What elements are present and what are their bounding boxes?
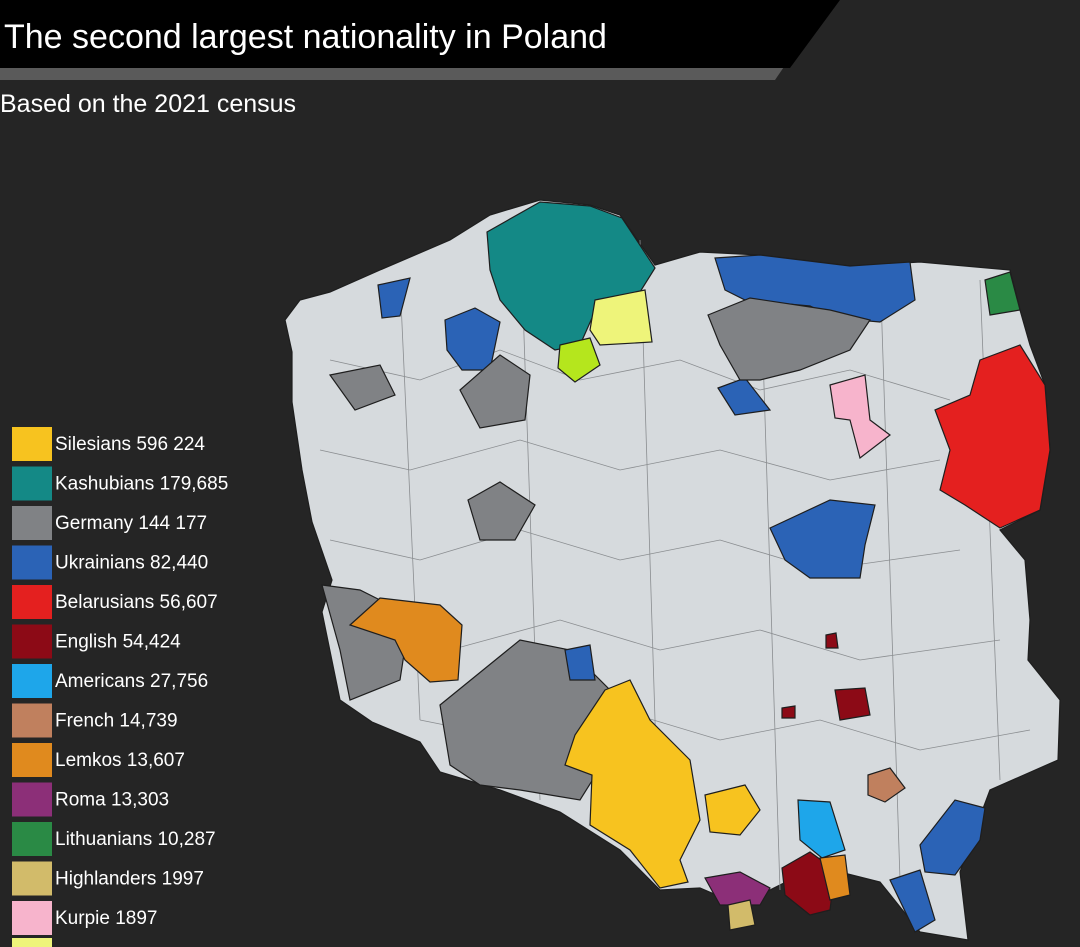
legend-label: Lithuanians 10,287 [55,829,216,850]
legend-label: Belarusians 56,607 [55,592,218,613]
legend-swatch [12,703,52,738]
legend-label: Ukrainians 82,440 [55,553,208,574]
region-ger-n [459,354,531,429]
subtitle: Based on the 2021 census [0,90,296,118]
legend-swatch-partial [12,938,52,947]
region-lithuanians [984,271,1021,316]
region-ukr-s [564,644,596,681]
region-ger-nw [328,364,396,411]
region-silesians-e [704,784,761,836]
region-ukr-north [714,254,916,323]
legend-label: Lemkos 13,607 [55,750,185,771]
legend-label: French 14,739 [55,711,178,732]
region-french [867,767,906,803]
region-ukr-west [377,277,411,319]
region-ger-ne [707,297,871,381]
region-lemkos-west [348,597,463,683]
region-ukr-se2 [889,869,936,933]
legend-label: Silesians 596 224 [55,434,205,455]
region-americans [797,799,846,859]
title-banner [0,0,840,68]
legend-swatch [12,545,52,580]
legend-swatch [12,901,52,935]
legend-label: Americans 27,756 [55,671,208,692]
region-roma [704,871,771,906]
region-ukr-ne [717,377,772,416]
legend-label: Kurpie 1897 [55,908,157,929]
region-yellow-light [589,289,653,346]
region-english-c [834,687,871,721]
region-kurpie [829,374,891,460]
legend-swatch [12,624,52,659]
region-ukr-center [769,499,876,579]
map [284,199,1061,941]
legend-swatch [12,861,52,896]
region-green-light [557,337,601,383]
region-silesians [564,679,701,889]
legend-swatch [12,664,52,698]
legend-label: English 54,424 [55,632,181,653]
legend-swatch [12,822,52,856]
region-highlanders [727,899,756,931]
legend: Silesians 596 224 Kashubians 179,685 Germa… [12,427,228,935]
legend-swatch [12,585,52,619]
legend-swatch [12,506,52,540]
legend-label: Highlanders 1997 [55,869,204,890]
region-lemkos [819,854,851,901]
legend-swatch [12,743,52,777]
legend-label: Germany 144 177 [55,513,207,534]
region-ger-center [467,481,536,541]
legend-swatch [12,427,52,461]
legend-swatch [12,466,52,501]
legend-label: Roma 13,303 [55,790,169,811]
region-english-c3 [825,632,839,649]
region-english-c2 [781,705,796,719]
legend-label: Kashubians 179,685 [55,474,228,495]
legend-swatch [12,782,52,817]
region-ukr-se [919,799,986,876]
title: The second largest nationality in Poland [4,18,607,56]
region-belarusians [934,344,1051,529]
